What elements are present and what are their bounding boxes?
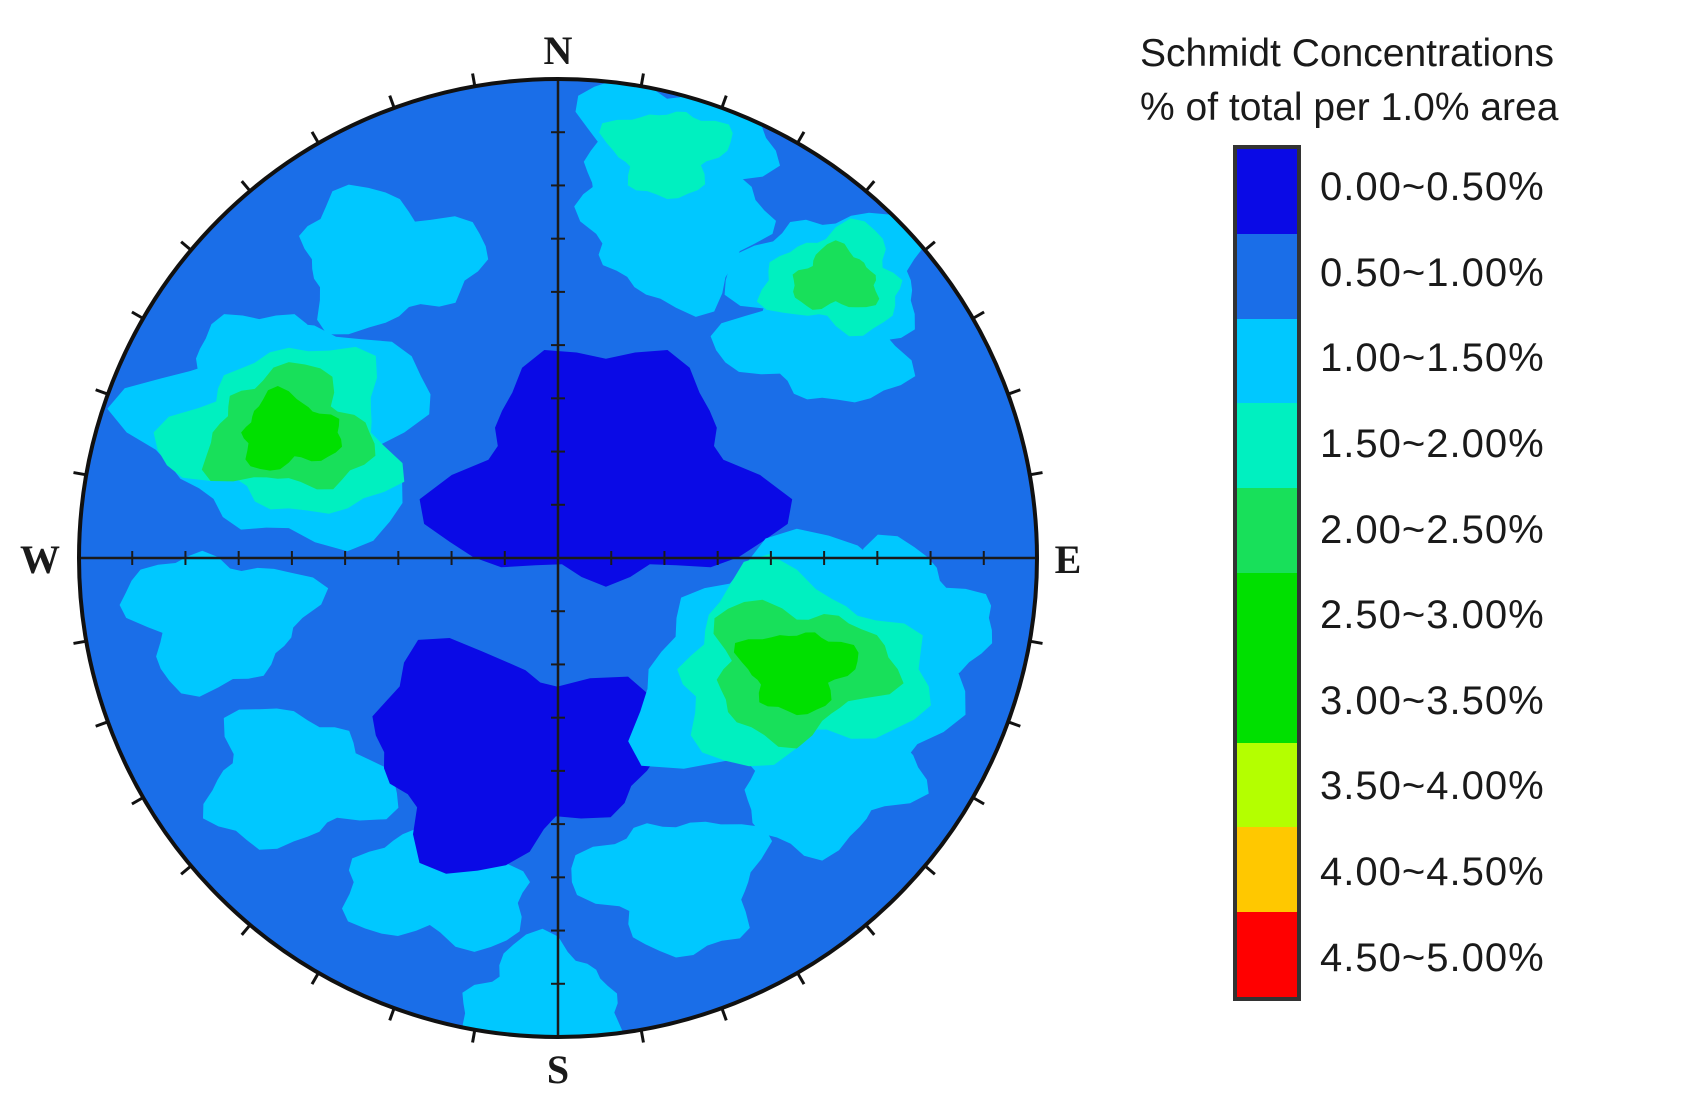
legend-swatch — [1237, 403, 1297, 489]
density-contours — [79, 79, 1037, 1037]
legend-title-line2: % of total per 1.0% area — [1140, 86, 1559, 129]
net-outline — [77, 77, 1039, 1039]
legend-swatch — [1237, 657, 1297, 743]
north-label: N — [544, 28, 573, 73]
legend-label: 0.50~1.00% — [1320, 250, 1545, 295]
rim-tick — [923, 240, 936, 252]
density-contour — [733, 632, 859, 716]
density-contour-ring — [299, 184, 489, 335]
legend-label: 3.00~3.50% — [1320, 678, 1545, 723]
rim-tick — [796, 972, 806, 985]
density-contour — [599, 111, 733, 199]
density-contour-ring — [119, 550, 329, 697]
legend-swatch — [1237, 149, 1297, 234]
rim-tick — [796, 131, 806, 144]
density-region-north-northeast-cluster — [575, 79, 780, 236]
density-region-east-southeast-cluster — [628, 528, 966, 781]
density-contour-ring — [203, 708, 399, 850]
rim-tick — [73, 639, 87, 645]
rim-tick — [73, 471, 87, 477]
density-region-central-south-low — [372, 638, 660, 874]
rim-tick — [639, 1029, 645, 1043]
rim-tick — [180, 864, 193, 876]
legend-labels: 0.00~0.50% 0.50~1.00% 1.00~1.50% 1.50~2.00%… — [1320, 145, 1545, 1001]
legend-label: 1.00~1.50% — [1320, 336, 1545, 381]
legend-swatch — [1237, 488, 1297, 573]
rim-tick — [1007, 720, 1021, 728]
rim-tick — [180, 240, 193, 252]
density-region-central-north-low — [419, 350, 793, 587]
rim-tick — [95, 720, 109, 728]
rim-tick — [240, 180, 252, 193]
legend-label: 4.50~5.00% — [1320, 935, 1545, 980]
rim-tick — [310, 972, 320, 985]
axis-ticks — [131, 131, 985, 985]
rim-tick — [131, 796, 144, 806]
west-label: W — [20, 537, 60, 582]
density-contour — [419, 350, 793, 587]
rim-tick — [471, 1029, 477, 1043]
density-region-south-rim — [462, 928, 626, 1037]
rim-tick — [864, 923, 876, 936]
rim-tick — [639, 73, 645, 87]
rim-tick — [95, 388, 109, 396]
rim-tick — [972, 310, 985, 320]
rim-tick — [720, 95, 728, 109]
legend-swatch — [1237, 912, 1297, 997]
rim-ticks — [73, 73, 1043, 1043]
density-region-west-cluster — [107, 322, 431, 552]
legend-label: 1.50~2.00% — [1320, 422, 1545, 467]
density-contour — [241, 386, 342, 471]
east-label: E — [1055, 537, 1082, 582]
rim-tick — [972, 796, 985, 806]
legend-label: 0.00~0.50% — [1320, 165, 1545, 210]
density-contour — [372, 638, 660, 874]
legend-swatch — [1237, 233, 1297, 319]
density-contour — [462, 928, 626, 1037]
legend-color-bar — [1233, 145, 1301, 1001]
rim-tick — [1029, 471, 1043, 477]
south-label: S — [547, 1047, 569, 1092]
legend-swatch — [1237, 827, 1297, 913]
rim-tick — [388, 1007, 396, 1021]
rim-tick — [310, 131, 320, 144]
rim-tick — [131, 310, 144, 320]
density-region-northeast-cluster — [724, 212, 929, 361]
density-contour-ring — [571, 821, 773, 958]
legend-label: 3.50~4.00% — [1320, 764, 1545, 809]
rim-tick — [923, 864, 936, 876]
legend-label: 4.00~4.50% — [1320, 850, 1545, 895]
stereonet-plot: N S W E — [20, 28, 1082, 1092]
legend-swatch — [1237, 742, 1297, 828]
density-contour — [792, 240, 880, 310]
legend-swatch — [1237, 572, 1297, 658]
rim-tick — [240, 923, 252, 936]
legend-title-line1: Schmidt Concentrations — [1140, 32, 1555, 75]
legend-label: 2.50~3.00% — [1320, 593, 1545, 638]
rim-tick — [471, 73, 477, 87]
rim-tick — [1029, 639, 1043, 645]
rim-tick — [720, 1007, 728, 1021]
legend-swatch — [1237, 318, 1297, 404]
rim-tick — [1007, 388, 1021, 396]
legend-label: 2.00~2.50% — [1320, 507, 1545, 552]
rim-tick — [864, 180, 876, 193]
rim-tick — [388, 95, 396, 109]
